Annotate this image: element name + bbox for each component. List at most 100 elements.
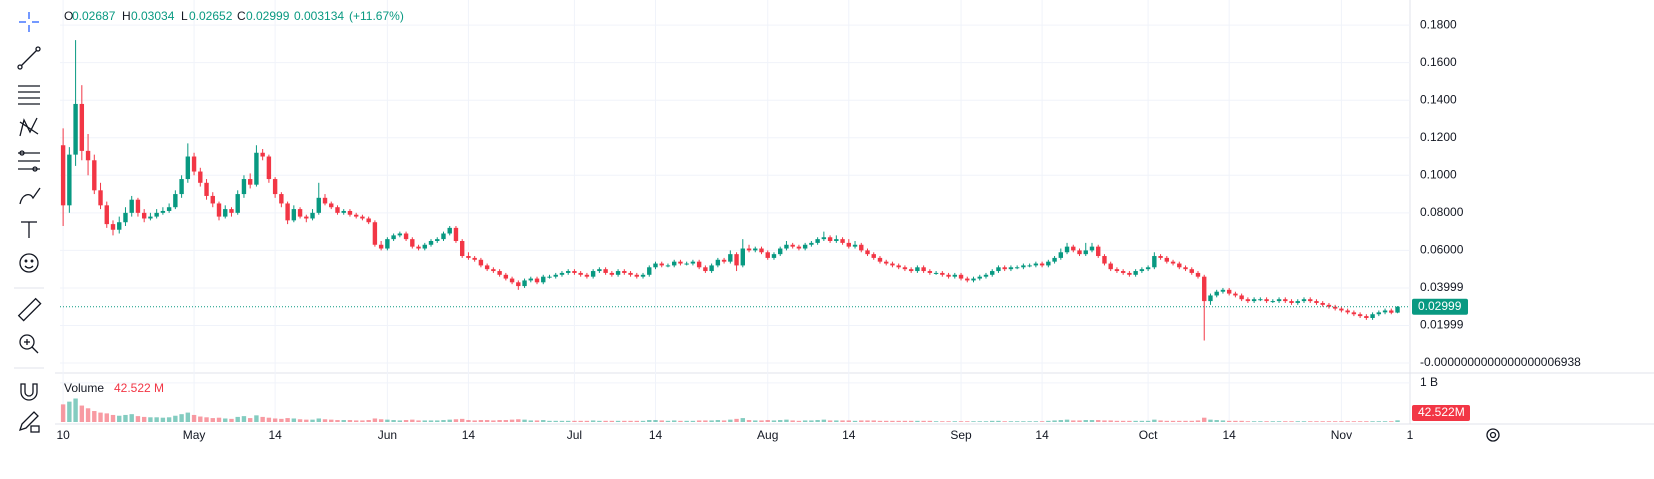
volume-bar [1083,420,1088,422]
volume-bar [1002,421,1007,422]
candle-body [216,203,222,217]
volume-bar [940,421,945,422]
volume-bar [1270,421,1276,422]
x-tick-label: Jul [567,428,582,442]
volume-bar [210,418,215,422]
y-tick-label: 0.1000 [1420,167,1457,181]
volume-bar [441,420,446,422]
candle-body [1370,314,1375,318]
tool-ruler[interactable] [17,297,42,322]
candle-body [896,265,901,268]
candle-body [472,257,477,260]
candle-body [279,194,284,204]
volume-bar [1195,420,1201,422]
candle-body [110,224,116,230]
candle-body [965,278,970,281]
x-tick-label: Jun [378,428,397,442]
candle-body [784,244,789,249]
tool-magnet[interactable] [20,383,38,401]
candle-body [921,267,926,272]
volume-bar [996,420,1001,422]
y-tick-label: -0.0000000000000000006938 [1420,355,1581,369]
volume-bar [60,404,66,422]
candle-body [578,272,583,275]
candle-body [117,222,122,230]
volume-bar [1033,421,1039,422]
tool-crosshair[interactable] [19,12,39,32]
volume-bar [173,415,178,422]
volume-bar [1220,420,1226,422]
candle-body [1195,272,1201,277]
volume-bar [753,420,758,422]
candle-body [60,145,66,206]
ohlc-value: 0.02999 [246,9,290,23]
volume-bar [815,420,820,422]
volume-bar [154,417,159,422]
volume-bar [160,417,166,422]
candle-body [734,254,739,266]
candle-body [453,227,459,242]
volume-bar [1351,421,1357,422]
volume-bar [297,419,303,422]
last-price-badge [1412,298,1468,315]
candle-body [260,152,265,157]
candle-body [1027,265,1032,267]
volume-bar [422,420,427,422]
tool-pattern[interactable] [19,117,39,137]
tool-lock-pencil[interactable] [18,411,40,433]
volume-bar [771,420,777,422]
tool-trend-line[interactable] [17,46,41,70]
candle-body [254,152,259,185]
candle-body [971,278,976,281]
volume-bar [778,420,783,422]
candle-body [522,280,527,287]
candle-body [416,246,421,249]
volume-bar [1177,420,1182,422]
candle-body [653,263,658,268]
candle-body [1139,269,1145,272]
volume-bar [1152,419,1157,422]
volume-bar [1164,420,1170,422]
candle-body [996,267,1001,272]
volume-last: 42.522 M [114,381,164,395]
candle-body [229,209,234,213]
candle-body [1208,295,1213,302]
y-tick-label: 0.01999 [1420,318,1464,332]
candle-body [1152,256,1157,268]
volume-bar [428,420,434,422]
candle-body [1332,306,1338,309]
volume-bar [1127,420,1132,422]
x-tick-label: Aug [757,428,778,442]
tool-zoom[interactable] [19,334,39,354]
x-tick-label: Sep [950,428,972,442]
volume-bar [572,420,577,422]
tool-text[interactable] [21,221,37,238]
volume-bar [104,413,109,422]
candle-body [1301,299,1307,302]
candle-body [410,239,415,247]
candle-body [104,205,109,225]
tool-emoji[interactable] [19,253,39,273]
candle-body [946,274,951,277]
volume-bar [466,420,471,422]
volume-bar [1264,421,1269,422]
volume-bar [684,420,689,422]
candle-body [304,216,309,219]
candle-body [123,212,128,223]
candle-body [615,271,621,275]
candle-body [852,244,858,247]
tool-horizontal-lines[interactable] [18,85,40,105]
candle-body [385,239,390,249]
tool-fib[interactable] [18,150,40,172]
candle-body [846,242,851,247]
tool-brush[interactable] [19,187,41,205]
settings-button[interactable] [1486,428,1500,442]
candle-body [1264,299,1269,302]
y-tick-label: 0.08000 [1420,205,1464,219]
volume-bar [403,420,409,422]
y-tick-label: 0.1200 [1420,130,1457,144]
candle-body [1202,276,1207,302]
volume-bar [117,415,122,422]
volume-bar [304,419,309,422]
volume-bar [1008,421,1014,422]
